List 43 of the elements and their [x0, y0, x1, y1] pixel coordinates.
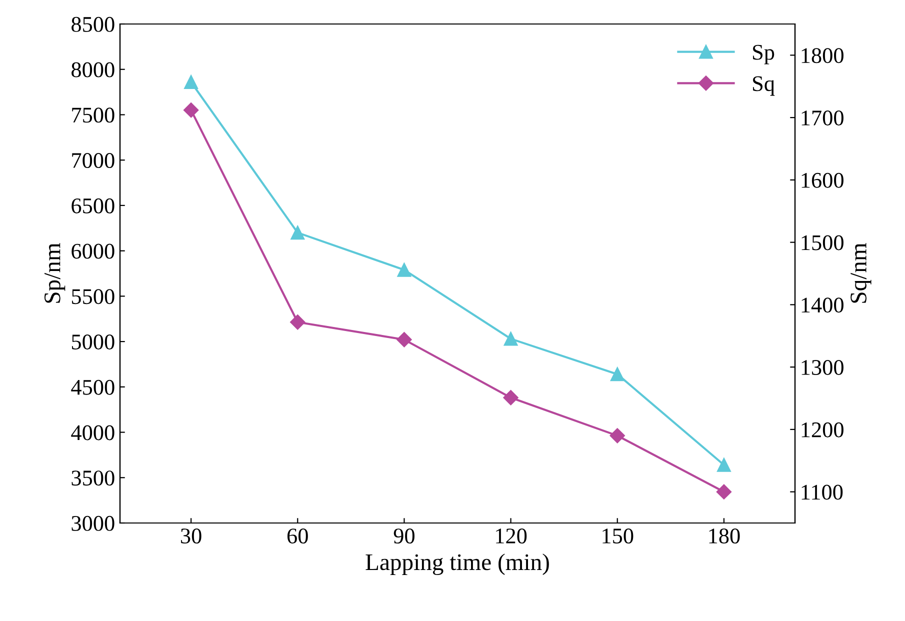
- point: [716, 484, 732, 500]
- y-tick-label: 8000: [72, 62, 114, 78]
- y2-tick-label: 1300: [802, 360, 844, 375]
- point: [610, 428, 625, 444]
- y2-tick-label: 1600: [802, 172, 844, 188]
- point: [290, 314, 306, 330]
- y-axis-title: Sp/nm: [44, 243, 66, 303]
- y-tick-label: 6500: [72, 198, 114, 214]
- y-tick-label: 3500: [72, 470, 114, 486]
- x-tick-label: 60: [287, 528, 308, 544]
- point: [397, 262, 412, 277]
- x-tick-label: 150: [602, 528, 634, 544]
- y2-tick-label: 1200: [802, 422, 844, 438]
- point: [396, 332, 412, 348]
- point: [183, 102, 199, 118]
- y2-axis-title: Sq/nm: [850, 243, 872, 303]
- y-tick-label: 5000: [72, 334, 114, 350]
- legend-label: Sp: [753, 44, 774, 64]
- y-tick-label: 7000: [72, 153, 114, 168]
- legend-label: Sq: [753, 76, 775, 96]
- point: [184, 75, 198, 90]
- y-tick-label: 3000: [72, 516, 114, 531]
- x-tick-label: 120: [496, 528, 527, 544]
- y-tick-label: 8500: [72, 16, 114, 32]
- x-tick-label: 90: [394, 528, 414, 544]
- y-tick-label: 4500: [71, 380, 114, 395]
- x-tick-label: 180: [709, 528, 740, 544]
- point: [503, 390, 518, 406]
- y-tick-label: 7500: [72, 108, 114, 123]
- point: [610, 367, 624, 382]
- point: [717, 458, 731, 472]
- point: [504, 332, 518, 346]
- y-tick-label: 4000: [71, 425, 114, 440]
- x-tick-label: 30: [181, 528, 202, 544]
- x-axis-title: Lapping time (min): [366, 554, 549, 576]
- y2-tick-label: 1800: [802, 48, 844, 64]
- y-tick-label: 5500: [72, 289, 114, 304]
- y-tick-label: 6000: [72, 244, 114, 259]
- y2-tick-label: 1700: [802, 110, 844, 126]
- y2-tick-label: 1100: [802, 484, 843, 500]
- y2-tick-label: 1400: [802, 298, 844, 313]
- y2-tick-label: 1500: [802, 235, 844, 250]
- point: [290, 226, 305, 240]
